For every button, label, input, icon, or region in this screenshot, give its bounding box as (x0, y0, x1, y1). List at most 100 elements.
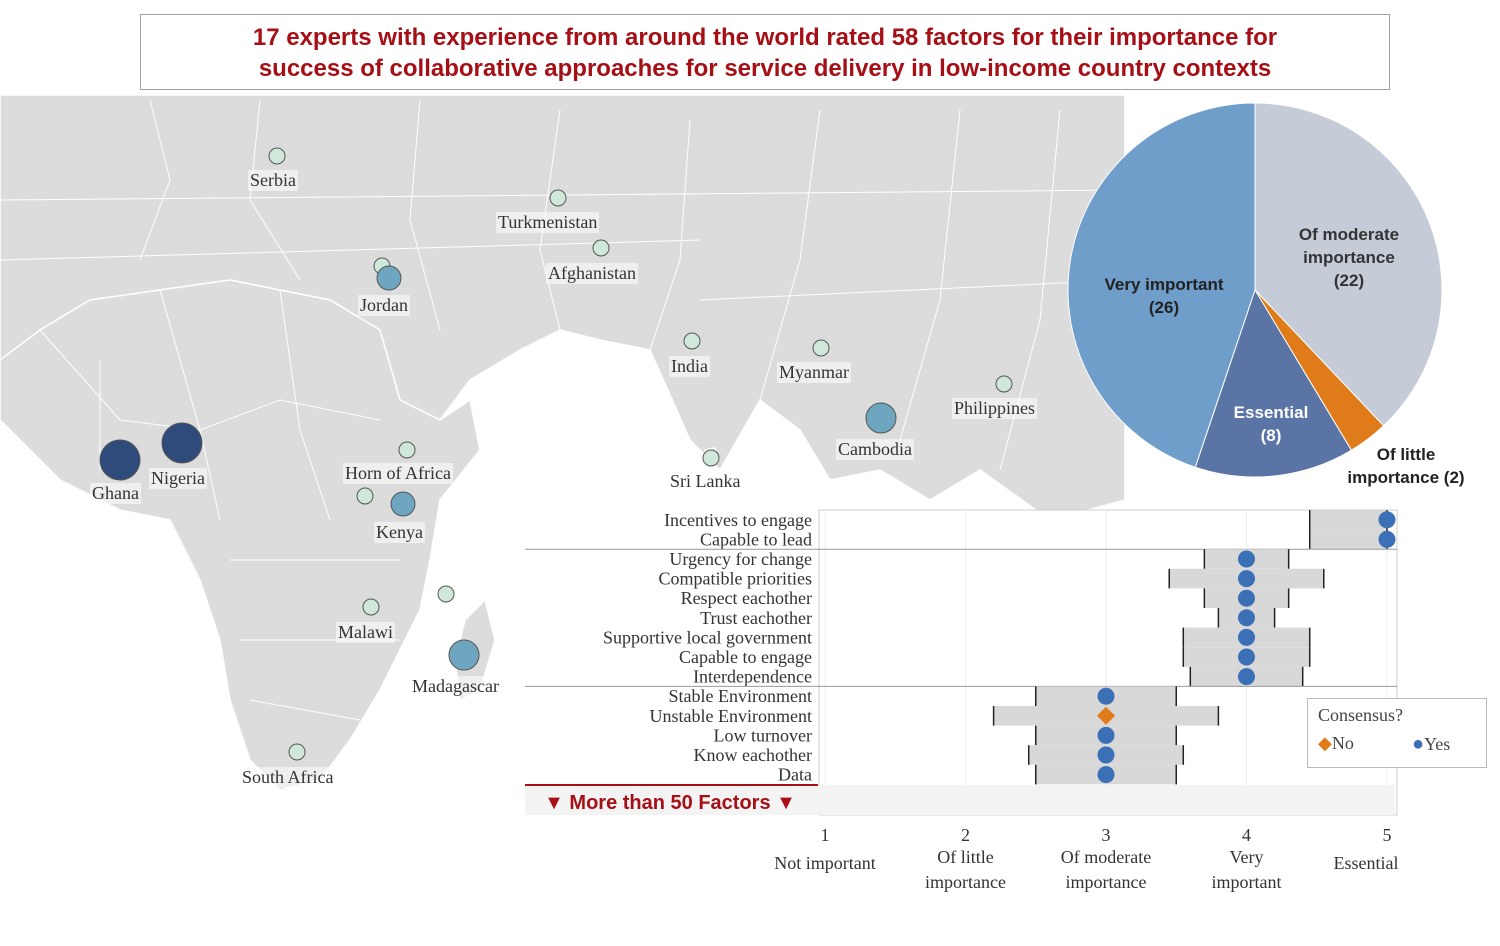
pie-label-little-line-1: Of little (1377, 445, 1436, 464)
factor-label: Capable to engage (679, 647, 812, 667)
title-line-1: 17 experts with experience from around t… (252, 24, 1278, 51)
x-tick-label: 3 (1102, 825, 1111, 845)
place-label-south-africa: South Africa (240, 767, 336, 788)
median-marker-yes (1097, 726, 1115, 744)
place-label-sri-lanka: Sri Lanka (668, 471, 743, 492)
legend-title: Consensus? (1318, 705, 1403, 725)
pie-label-very-important-line-1: Very important (1104, 275, 1223, 294)
x-tick-description: Very (1230, 847, 1264, 867)
pie-label-essential-line-1: Essential (1234, 403, 1309, 422)
marker-turkmenistan (549, 189, 567, 207)
x-tick-description: importance (1066, 872, 1147, 892)
place-label-cambodia: Cambodia (836, 439, 914, 460)
place-label-afghanistan: Afghanistan (546, 263, 638, 284)
pie-label-very-important-line-2: (26) (1149, 298, 1179, 317)
factor-label: Know eachother (694, 745, 812, 765)
pie-label-essential-line-2: (8) (1261, 426, 1282, 445)
median-marker-no (1097, 706, 1115, 725)
marker-kenya (390, 491, 416, 517)
place-label-horn-of-africa: Horn of Africa (343, 463, 453, 484)
place-label-serbia: Serbia (248, 170, 298, 191)
title-box: 17 experts with experience from around t… (140, 14, 1390, 90)
marker-horn-of-africa (398, 441, 416, 459)
pie-slice-of-moderate-importance (1254, 102, 1443, 427)
marker-afghanistan (592, 239, 610, 257)
median-marker-yes (1238, 648, 1255, 666)
factor-label: Unstable Environment (650, 706, 812, 726)
x-tick-description: importance (925, 872, 1006, 892)
median-marker-yes (1238, 609, 1255, 627)
place-label-india: India (669, 356, 710, 377)
factor-label: Compatible priorities (659, 569, 812, 589)
median-marker-yes (1097, 746, 1115, 764)
x-tick-label: 1 (821, 825, 830, 845)
more-factors-link[interactable]: ▼ More than 50 Factors ▼ (544, 792, 796, 814)
factor-label: Urgency for change (669, 549, 812, 569)
place-label-turkmenistan: Turkmenistan (496, 212, 600, 233)
place-label-jordan: Jordan (358, 295, 410, 316)
place-label-ghana: Ghana (90, 483, 141, 504)
x-tick-description: important (1212, 872, 1282, 892)
place-label-kenya: Kenya (374, 522, 425, 543)
place-label-madagascar: Madagascar (410, 676, 501, 697)
pie-label-moderate-line-2: importance (1303, 248, 1395, 267)
factor-label: Incentives to engage (664, 510, 812, 530)
title-line-2: success of collaborative approaches for … (258, 55, 1272, 82)
x-tick-description: Essential (1334, 853, 1399, 873)
legend-item-yes: ●Yes (1412, 733, 1450, 756)
marker-malawi (362, 598, 380, 616)
marker-nigeria (161, 422, 203, 464)
place-label-nigeria: Nigeria (149, 468, 207, 489)
factor-label: Stable Environment (669, 686, 812, 706)
range-bar (1309, 510, 1387, 530)
factor-label: Trust eachother (700, 608, 812, 628)
x-tick-label: 5 (1383, 825, 1392, 845)
pie-label-moderate-line-1: Of moderate (1299, 225, 1399, 244)
factor-label: Respect eachother (681, 588, 812, 608)
africa-landmass (0, 279, 481, 791)
marker-serbia (268, 147, 286, 165)
median-marker-yes (1378, 511, 1396, 529)
land-masses (0, 94, 1126, 791)
x-tick-description: Not important (774, 853, 876, 873)
marker-mozambique (437, 585, 455, 603)
legend-item-no: ◆No (1318, 733, 1354, 754)
median-marker-yes (1238, 570, 1255, 588)
median-marker-yes (1238, 668, 1255, 686)
country-borders (0, 99, 1126, 721)
marker-kenya-small (356, 487, 374, 505)
marker-philippines (995, 375, 1013, 393)
marker-madagascar (448, 639, 480, 671)
factor-label: Supportive local government (603, 627, 812, 647)
place-label-myanmar: Myanmar (777, 362, 851, 383)
marker-india (683, 332, 701, 350)
marker-myanmar (812, 339, 830, 357)
pie-slice-essential (1194, 288, 1353, 478)
x-tick-label: 2 (961, 825, 970, 845)
pie-label-moderate-line-3: (22) (1334, 271, 1364, 290)
pie-slice-very-important (1067, 102, 1256, 468)
factor-label: Interdependence (693, 667, 812, 687)
median-marker-yes (1238, 628, 1255, 646)
median-marker-yes (1097, 687, 1115, 705)
x-tick-description: Of little (937, 847, 994, 867)
median-marker-yes (1378, 530, 1396, 548)
legend-label-yes: Yes (1424, 734, 1451, 754)
marker-ghana (99, 439, 141, 481)
location-markers (99, 147, 1013, 761)
diamond-icon: ◆ (1318, 733, 1332, 753)
importance-pie-chart: Of moderate importance (22) Very important (… (1067, 102, 1465, 487)
x-tick-description: Of moderate (1061, 847, 1151, 867)
median-marker-yes (1238, 589, 1255, 607)
median-marker-yes (1097, 766, 1115, 784)
consensus-legend: Consensus? ◆No ●Yes (1307, 698, 1487, 768)
marker-cambodia (865, 402, 897, 434)
factor-label: Data (778, 765, 812, 785)
circle-icon: ● (1412, 733, 1425, 755)
marker-south-africa (288, 743, 306, 761)
more-factors-bar (525, 785, 1395, 815)
place-label-malawi: Malawi (336, 622, 395, 643)
marker-jordan (376, 265, 402, 291)
factor-label: Low turnover (714, 725, 812, 745)
